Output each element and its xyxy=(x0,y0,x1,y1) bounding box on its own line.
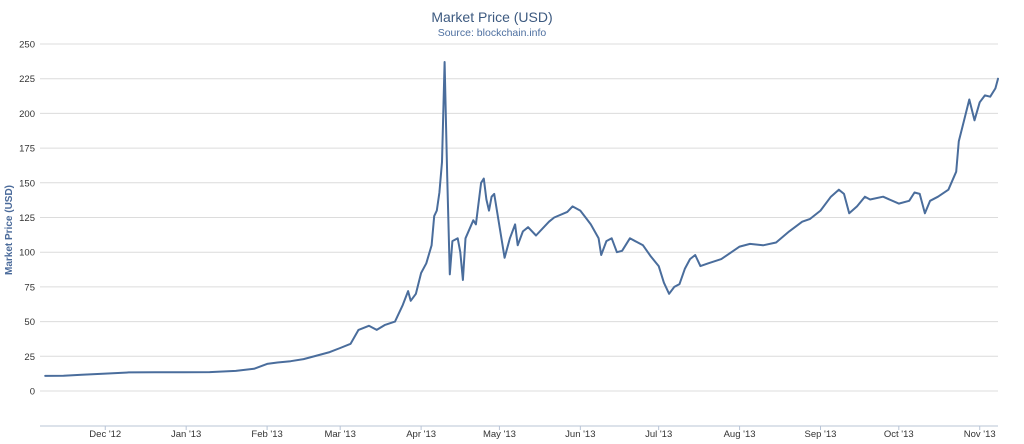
y-tick-label: 225 xyxy=(19,74,35,85)
y-tick-label: 25 xyxy=(24,352,35,363)
y-tick-label: 250 xyxy=(19,40,35,51)
x-tick-label: Sep '13 xyxy=(805,429,837,440)
y-tick-label: 125 xyxy=(19,213,35,224)
chart-title: Market Price (USD) xyxy=(431,9,552,25)
y-tick-label: 75 xyxy=(24,282,35,293)
y-tick-label: 200 xyxy=(19,109,35,120)
chart-subtitle: Source: blockchain.info xyxy=(438,27,547,39)
y-tick-label: 150 xyxy=(19,178,35,189)
y-tick-label: 100 xyxy=(19,248,35,259)
y-axis-label: Market Price (USD) xyxy=(4,185,15,275)
x-tick-label: Feb '13 xyxy=(251,429,282,440)
x-tick-label: Dec '12 xyxy=(89,429,121,440)
series-line-market-price xyxy=(44,61,999,377)
y-axis-ticks: 0 25 50 75 100 125 150 175 200 225 250 xyxy=(19,40,35,398)
x-tick-label: Oct '13 xyxy=(884,429,914,440)
x-tick-label: Jul '13 xyxy=(645,429,672,440)
x-tick-label: Aug '13 xyxy=(724,429,756,440)
x-tick-label: May '13 xyxy=(483,429,516,440)
x-tick-label: Mar '13 xyxy=(324,429,355,440)
y-tick-label: 50 xyxy=(24,317,35,328)
x-tick-label: Jun '13 xyxy=(565,429,595,440)
grid-lines xyxy=(40,43,998,392)
x-axis-ticks: Dec '12 Jan '13 Feb '13 Mar '13 Apr '13 May '… xyxy=(89,426,996,440)
x-tick-label: Jan '13 xyxy=(171,429,201,440)
x-tick-label: Nov '13 xyxy=(964,429,996,440)
y-tick-label: 0 xyxy=(30,387,35,398)
y-tick-label: 175 xyxy=(19,144,35,155)
x-tick-label: Apr '13 xyxy=(406,429,436,440)
